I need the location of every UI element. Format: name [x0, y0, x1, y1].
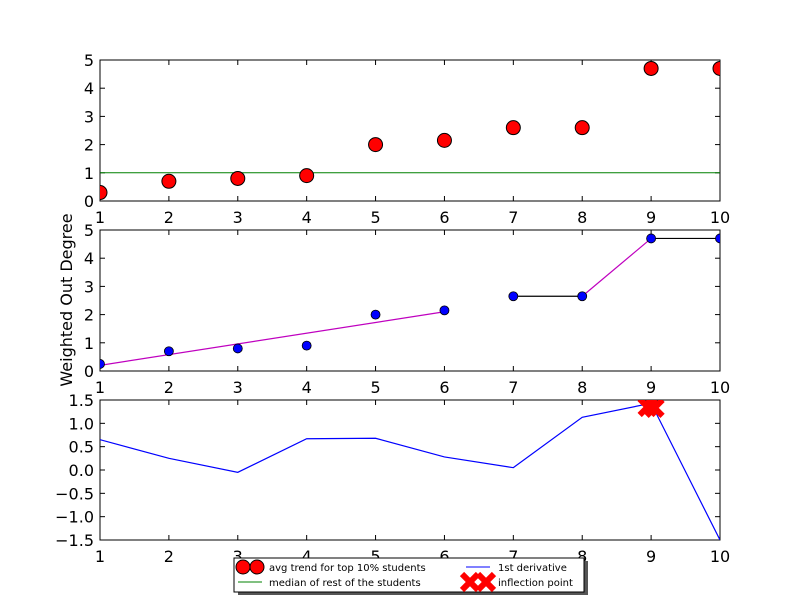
data-point [230, 170, 246, 186]
data-point [574, 120, 590, 136]
x-tick-label: 2 [164, 208, 174, 227]
fit-segment [100, 311, 445, 366]
data-point [439, 305, 450, 316]
x-tick-label: 10 [710, 378, 730, 397]
legend-entry-avg-trend: avg trend for top 10% students [235, 559, 426, 575]
data-point [163, 346, 174, 357]
legend-marker-red-circle [249, 559, 265, 575]
y-tick-label: 1.5 [69, 391, 94, 410]
plot-frame [99, 59, 721, 202]
plot-frame [99, 229, 721, 372]
data-point [301, 340, 312, 351]
x-tick-label: 9 [646, 547, 656, 566]
x-tick-label: 2 [164, 547, 174, 566]
x-tick-label: 1 [95, 208, 105, 227]
x-tick-label: 4 [302, 547, 312, 566]
y-axis-label: Weighted Out Degree [57, 213, 76, 386]
plot-frame [99, 399, 721, 541]
x-tick-label: 8 [577, 378, 587, 397]
legend-label: 1st derivative [498, 563, 567, 574]
y-tick-label: 4 [84, 249, 94, 268]
x-tick-label: 7 [508, 378, 518, 397]
derivative-line [100, 402, 720, 540]
y-tick-label: 2 [84, 136, 94, 155]
data-point [100, 185, 108, 201]
data-point [161, 173, 177, 189]
y-tick-label: 1 [84, 164, 94, 183]
y-tick-label: 5 [84, 221, 94, 240]
legend-entry-inflection-point: inflection point [459, 571, 573, 593]
data-point [577, 291, 588, 302]
y-tick-label: 4 [84, 79, 94, 98]
x-tick-label: 6 [439, 208, 449, 227]
y-tick-label: 1 [84, 334, 94, 353]
y-tick-label: 3 [84, 107, 94, 126]
y-tick-label: 3 [84, 277, 94, 296]
legend-label: avg trend for top 10% students [269, 563, 426, 574]
x-tick-label: 3 [233, 208, 243, 227]
x-tick-label: 8 [577, 208, 587, 227]
data-point [712, 60, 720, 76]
plot-area [100, 233, 720, 369]
inflection-marker [644, 400, 665, 419]
x-tick-label: 6 [439, 547, 449, 566]
x-tick-label: 10 [710, 208, 730, 227]
x-tick-label: 4 [302, 378, 312, 397]
y-tick-label: 0.0 [69, 461, 94, 480]
data-point [715, 233, 720, 244]
x-tick-label: 4 [302, 208, 312, 227]
x-tick-label: 3 [233, 378, 243, 397]
x-tick-label: 1 [95, 378, 105, 397]
x-tick-label: 10 [710, 547, 730, 566]
legend-marker-red-circle [235, 559, 251, 575]
legend-label: inflection point [498, 578, 573, 589]
x-tick-label: 5 [370, 547, 380, 566]
x-tick-label: 6 [439, 378, 449, 397]
x-tick-label: 8 [577, 547, 587, 566]
data-point [508, 291, 519, 302]
data-point [505, 120, 521, 136]
plot-area [100, 400, 720, 540]
data-point [232, 343, 243, 354]
y-tick-label: 5 [84, 51, 94, 70]
data-point [643, 60, 659, 76]
x-tick-label: 7 [508, 208, 518, 227]
x-tick-label: 5 [370, 208, 380, 227]
data-point [646, 233, 657, 244]
legend-label: median of rest of the students [269, 578, 421, 589]
x-tick-label: 3 [233, 547, 243, 566]
y-tick-label: 0.5 [69, 438, 94, 457]
legend-entry-median: median of rest of the students [238, 578, 421, 589]
legend-box [233, 557, 585, 593]
x-tick-label: 5 [370, 378, 380, 397]
plot-area [100, 60, 720, 201]
bottom-panel: −1.5 −1.0 −0.5 0.0 0.5 1.0 1.5 1 2 3 4 5 6 7 8 9 10 [55, 391, 730, 566]
legend-entry-1st-derivative: 1st derivative [466, 563, 567, 574]
y-tick-label: 0 [84, 192, 94, 211]
legend-marker-red-x [459, 571, 497, 593]
x-tick-label: 1 [95, 547, 105, 566]
data-point [100, 359, 105, 369]
y-tick-label: 1.0 [69, 414, 94, 433]
y-tick-label: −1.5 [55, 531, 94, 550]
legend: avg trend for top 10% students median of… [233, 557, 588, 595]
data-point [436, 132, 452, 148]
y-tick-label: 0 [84, 362, 94, 381]
fit-segment [581, 238, 652, 297]
data-point [299, 168, 315, 184]
y-tick-label: −1.0 [55, 508, 94, 527]
y-tick-label: −0.5 [55, 484, 94, 503]
data-point [370, 309, 381, 320]
y-tick-label: 2 [84, 306, 94, 325]
x-tick-label: 2 [164, 378, 174, 397]
x-tick-label: 7 [508, 547, 518, 566]
x-tick-label: 9 [646, 208, 656, 227]
data-point [368, 137, 384, 153]
x-tick-label: 9 [646, 378, 656, 397]
